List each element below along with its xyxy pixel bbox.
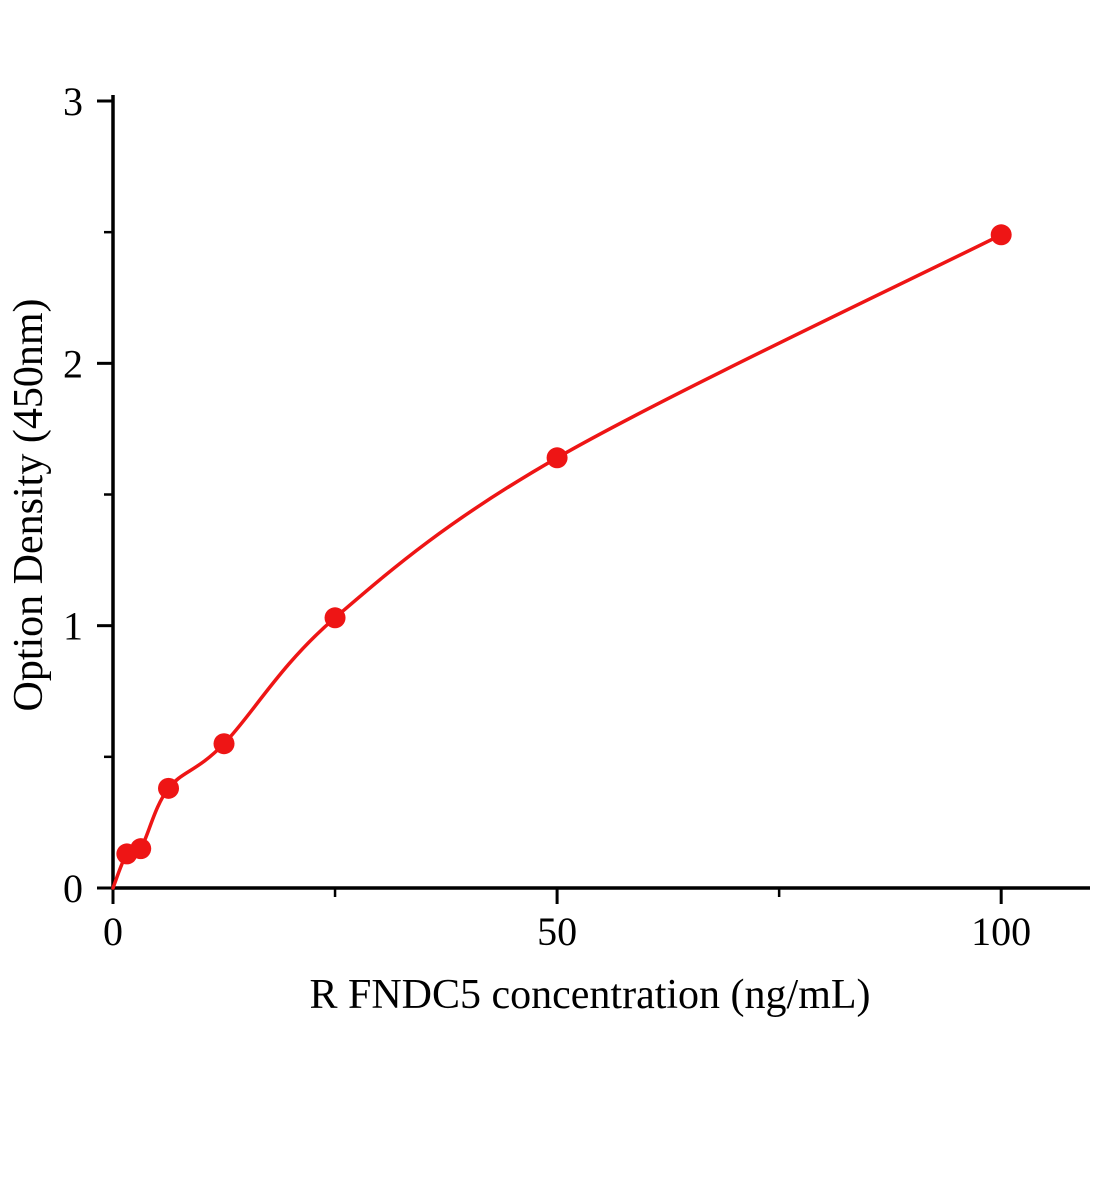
data-point bbox=[158, 777, 180, 799]
chart-points-group bbox=[116, 224, 1012, 865]
data-point bbox=[213, 733, 235, 755]
data-point bbox=[130, 838, 152, 860]
data-point bbox=[990, 224, 1012, 246]
y-axis-tick-label: 3 bbox=[63, 79, 83, 124]
y-axis-tick-label: 0 bbox=[63, 866, 83, 911]
chart-curve-group bbox=[111, 233, 1003, 890]
y-axis-label: Option Density (450nm) bbox=[6, 299, 52, 712]
x-axis-tick-label: 0 bbox=[103, 909, 123, 954]
chart-axes: 0 50 100 0 1 2 3 bbox=[63, 79, 1090, 954]
y-axis-tick-label: 1 bbox=[63, 604, 83, 649]
data-point bbox=[324, 607, 346, 629]
data-point bbox=[546, 447, 568, 469]
x-axis-tick-label: 100 bbox=[971, 909, 1031, 954]
y-axis-tick-label: 2 bbox=[63, 341, 83, 386]
x-axis-tick-label: 50 bbox=[537, 909, 577, 954]
x-axis-label: R FNDC5 concentration (ng/mL) bbox=[309, 972, 870, 1018]
axis-lines bbox=[111, 95, 1090, 890]
standard-curve-line bbox=[111, 233, 1003, 890]
